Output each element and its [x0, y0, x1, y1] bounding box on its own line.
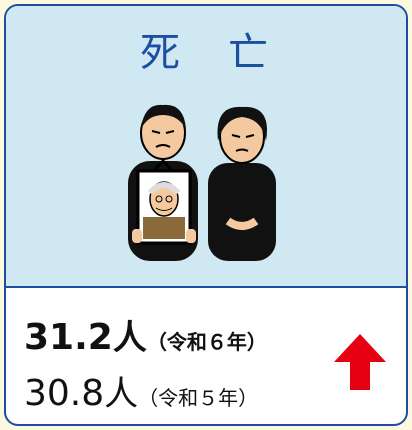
current-value: 31.2 — [24, 317, 113, 358]
page: 死 亡 31.2人（令和６年） 30.8人（令和５年） — [0, 0, 412, 430]
current-period: （令和６年） — [147, 330, 267, 354]
header-panel: 死 亡 — [6, 6, 406, 288]
increase-arrow — [332, 332, 388, 392]
current-unit: 人 — [113, 318, 147, 358]
card: 死 亡 31.2人（令和６年） 30.8人（令和５年） — [4, 4, 408, 426]
previous-row: 30.8人（令和５年） — [24, 366, 258, 415]
previous-unit: 人 — [104, 374, 138, 414]
title: 死 亡 — [6, 20, 406, 78]
previous-value: 30.8 — [24, 373, 104, 414]
current-row: 31.2人（令和６年） — [24, 310, 267, 359]
previous-period: （令和５年） — [138, 386, 258, 410]
illustration — [116, 101, 286, 261]
